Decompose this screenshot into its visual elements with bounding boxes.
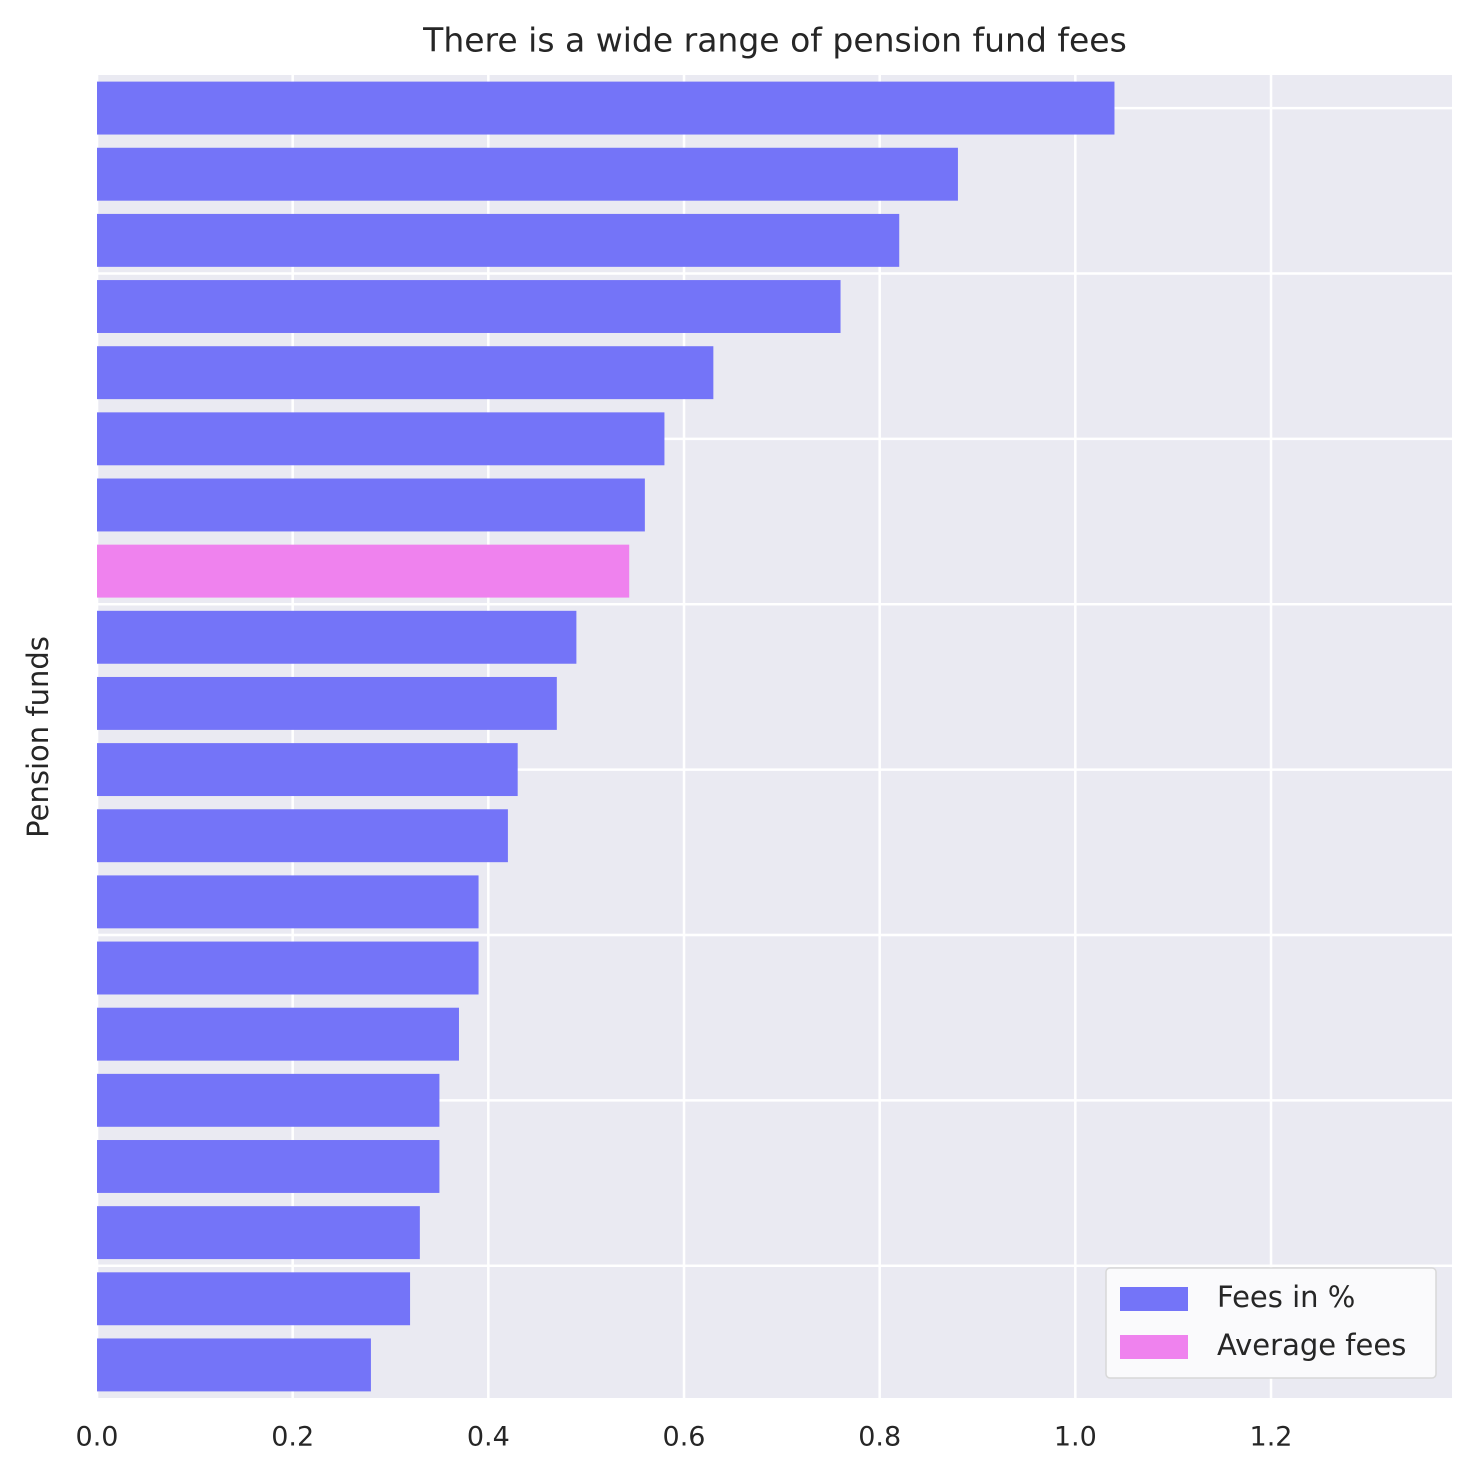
- legend-swatch: [1120, 1335, 1188, 1359]
- bar: [97, 280, 841, 333]
- legend: Fees in % Average fees: [1105, 1267, 1437, 1379]
- bar: [97, 875, 479, 929]
- bar: [97, 1073, 440, 1127]
- bar: [97, 610, 577, 664]
- bar: [97, 478, 645, 532]
- bar: [97, 1206, 420, 1260]
- legend-box: [1105, 1267, 1437, 1379]
- legend-label: Average fees: [1217, 1328, 1406, 1362]
- x-tick-label: 0.8: [858, 1422, 901, 1453]
- bar: [97, 1272, 411, 1326]
- y-axis-label: Pension funds: [21, 636, 55, 838]
- bar: [97, 743, 518, 797]
- bar: [97, 147, 958, 201]
- bar: [97, 809, 508, 863]
- x-tick-label: 0.6: [663, 1422, 706, 1453]
- bar: [97, 213, 900, 267]
- bar: [97, 346, 714, 400]
- bar: [97, 412, 665, 466]
- bar: [97, 544, 630, 598]
- legend-swatch: [1120, 1287, 1188, 1311]
- x-tick-label: 0.2: [271, 1422, 314, 1453]
- legend-label: Fees in %: [1217, 1280, 1355, 1314]
- bar: [97, 81, 1115, 135]
- x-tick-label: 1.2: [1250, 1422, 1293, 1453]
- chart-title: There is a wide range of pension fund fe…: [422, 21, 1127, 60]
- bar: [97, 941, 479, 995]
- bar: [97, 676, 557, 730]
- bar: [97, 1140, 440, 1193]
- x-tick-label: 0.0: [76, 1422, 119, 1453]
- x-tick-label: 1.0: [1054, 1422, 1097, 1453]
- bar: [97, 1338, 371, 1392]
- bar: [97, 1007, 459, 1061]
- x-tick-label: 0.4: [467, 1422, 510, 1453]
